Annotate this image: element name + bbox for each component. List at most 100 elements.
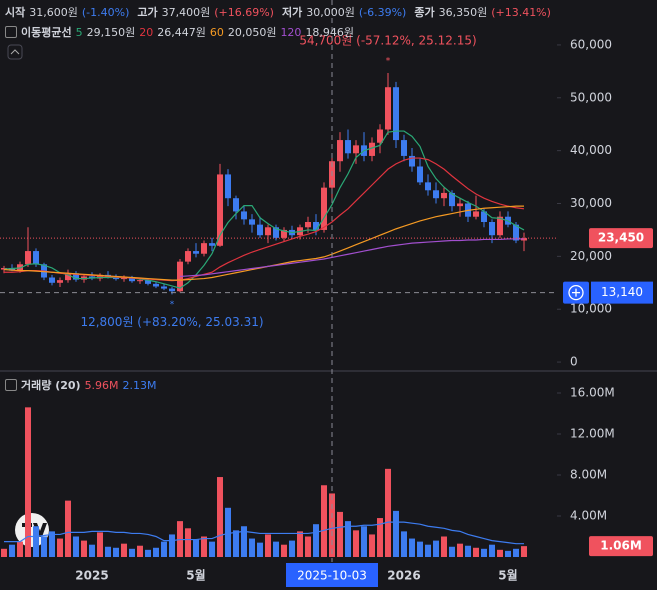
candle-body (241, 211, 247, 220)
candle-body (97, 274, 103, 279)
volume-bar (305, 536, 311, 557)
candle-body (481, 211, 487, 222)
candle-body (305, 222, 311, 228)
add-alert-icon (568, 284, 584, 301)
candle-body (273, 227, 279, 238)
volume-bar (409, 538, 415, 557)
y-tick-label: 20,000 (570, 249, 612, 263)
candle-body (201, 243, 207, 254)
volume-bar (121, 543, 127, 557)
volume-bar (169, 534, 175, 557)
volume-bar (161, 541, 167, 557)
candle-body (393, 87, 399, 141)
add-alert-button[interactable] (563, 281, 589, 304)
candle-body (249, 219, 255, 225)
volume-bar (473, 547, 479, 557)
crosshair-date-label: 2025-10-03 (297, 569, 367, 583)
crosshair-price-label: 13,140 (601, 285, 643, 299)
volume-bar (209, 541, 215, 557)
volume-bar (105, 546, 111, 557)
ohlc-value: 31,600원 (29, 6, 78, 19)
volume-bar (41, 536, 47, 557)
volume-bar (481, 548, 487, 557)
volume-bar (193, 539, 199, 557)
volume-bar (81, 540, 87, 557)
candle-body (401, 140, 407, 156)
x-tick-label: 2025 (75, 569, 108, 583)
volume-bar (321, 485, 327, 557)
candle-body (57, 280, 63, 283)
volume-bar (217, 477, 223, 557)
volume-bar (49, 531, 55, 557)
candle-body (49, 277, 55, 283)
candle-body (257, 224, 263, 236)
volume-bar (513, 548, 519, 557)
volume-bar (145, 549, 151, 557)
candle-body (153, 283, 159, 287)
y-tick-label: 0 (570, 355, 578, 369)
volume-bar (201, 536, 207, 557)
collapse-button[interactable] (7, 44, 23, 60)
candle-body (65, 273, 71, 281)
volume-bar (337, 511, 343, 557)
collapse-icon (10, 49, 20, 55)
volume-bar (281, 544, 287, 557)
candle-body (113, 277, 119, 280)
candle-body (161, 286, 167, 289)
ohlc-change: (-6.39%) (358, 5, 407, 19)
candle-body (433, 190, 439, 199)
volume-bar (153, 547, 159, 557)
volume-bar (65, 500, 71, 557)
candle-body (145, 280, 151, 284)
current-price-box (589, 228, 653, 249)
volume-bar (465, 545, 471, 557)
candle-body (473, 211, 479, 217)
volume-last-box (589, 536, 653, 557)
volume-bar (185, 528, 191, 557)
current-price-label: 23,450 (598, 231, 644, 245)
candle-body (217, 174, 223, 246)
ma-period: 5 (75, 25, 83, 39)
volume-bar (257, 542, 263, 557)
visibility-icon[interactable] (5, 26, 17, 38)
volume-bar (385, 468, 391, 557)
volume-bar (33, 526, 39, 557)
candle-body (409, 155, 415, 167)
volume-legend-value: 5.96M (84, 378, 119, 392)
volume-bar (17, 541, 23, 557)
candle-body (225, 174, 231, 199)
ohlc-legend: 시작 31,600원 (-1.40%) 고가 37,400원 (+16.69%) 저가 30,… (5, 4, 555, 20)
candle-body (193, 251, 199, 254)
ohlc-change: (+13.41%) (491, 5, 551, 19)
ma-period: 120 (280, 25, 302, 39)
candle-body (9, 267, 15, 271)
crosshair-date-box (286, 563, 378, 587)
high-annotation: 54,700원 (-57.12%, 25.12.15) (299, 33, 476, 47)
candle-body (169, 288, 175, 292)
volume-legend-value: 2.13M (122, 378, 157, 392)
ohlc-label: 시작 (5, 6, 26, 19)
candle-body (417, 166, 423, 183)
ma-line (3, 205, 524, 281)
ohlc-value: 37,400원 (161, 6, 211, 19)
ma-line (179, 238, 524, 278)
volume-bar (425, 544, 431, 557)
candle-body (425, 182, 431, 191)
low-marker: * (170, 300, 175, 310)
ohlc-value: 36,350원 (438, 6, 488, 19)
y-tick-label: 30,000 (570, 196, 612, 210)
y-tick-label: 40,000 (570, 143, 612, 157)
volume-title: 거래량 (20) (21, 379, 81, 392)
ma-value: 29,150원 (86, 26, 136, 39)
y-tick-label: 10,000 (570, 302, 612, 316)
add-alert-plus (572, 288, 580, 297)
volume-bar (369, 534, 375, 557)
ma-value: 18,946원 (305, 26, 355, 39)
y-tick-label: 8.00M (570, 468, 607, 482)
volume-bar (497, 549, 503, 557)
visibility-icon[interactable] (5, 379, 17, 391)
volume-bar (441, 536, 447, 557)
candle-body (369, 142, 375, 156)
ma-value: 20,050원 (227, 26, 277, 39)
candle-body (457, 203, 463, 207)
